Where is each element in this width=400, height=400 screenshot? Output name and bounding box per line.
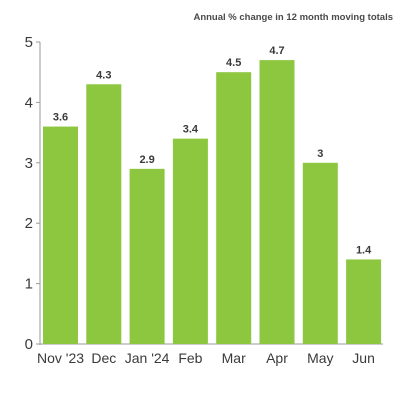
x-tick-label: Apr [266,350,288,366]
data-label: 4.7 [269,45,284,57]
bars-group [43,60,382,345]
data-label: 3 [317,148,323,160]
y-tick-label: 0 [25,336,33,353]
x-tick-label: Dec [91,350,116,366]
data-label: 3.6 [53,112,68,124]
data-label: 1.4 [356,244,372,256]
x-tick-label: Jan '24 [125,350,170,366]
bar [259,60,295,345]
x-tick-label: May [307,350,333,366]
bar [346,259,382,344]
x-axis-ticks: Nov '23 Dec Jan '24 Feb Mar Apr May Jun [37,350,375,366]
y-tick-label: 1 [25,276,33,293]
y-tick-label: 5 [25,34,33,51]
x-tick-label: Jun [352,350,375,366]
data-labels-group: 3.6 4.3 2.9 3.4 4.5 4.7 3 1.4 [53,45,372,256]
data-label: 3.4 [183,124,199,136]
bar [43,126,78,344]
y-tick-label: 2 [25,215,33,232]
data-label: 4.5 [226,57,241,69]
x-tick-label: Feb [178,350,202,366]
y-tick-label: 4 [25,94,33,111]
data-label: 4.3 [96,69,111,81]
x-tick-label: Mar [222,350,246,366]
data-label: 2.9 [139,154,154,166]
y-tick-label: 3 [25,155,33,172]
bar [172,138,208,344]
chart-title: Annual % change in 12 month moving total… [193,12,393,23]
x-tick-label: Nov '23 [37,350,84,366]
bar [216,72,252,344]
bar [86,84,122,344]
bar [302,162,338,344]
bar [129,168,165,344]
